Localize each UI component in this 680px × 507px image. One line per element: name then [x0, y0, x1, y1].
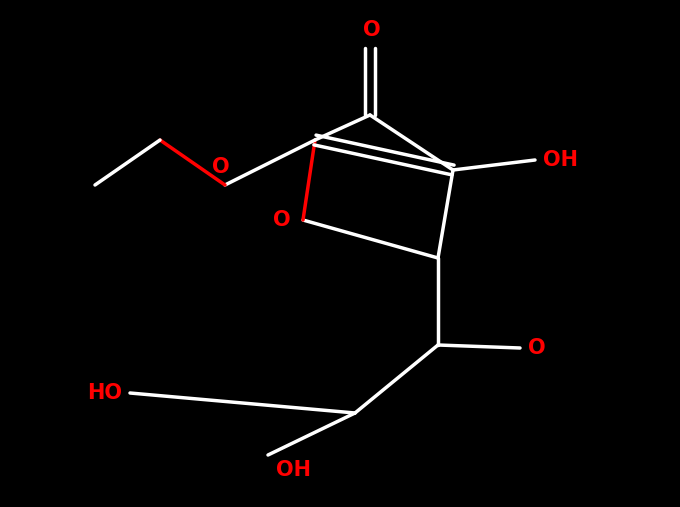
- Text: HO: HO: [87, 383, 122, 403]
- Text: O: O: [273, 210, 291, 230]
- Text: O: O: [528, 338, 545, 358]
- Text: OH: OH: [276, 460, 311, 480]
- Text: OH: OH: [543, 150, 578, 170]
- Text: O: O: [363, 20, 381, 40]
- Text: O: O: [212, 157, 230, 177]
